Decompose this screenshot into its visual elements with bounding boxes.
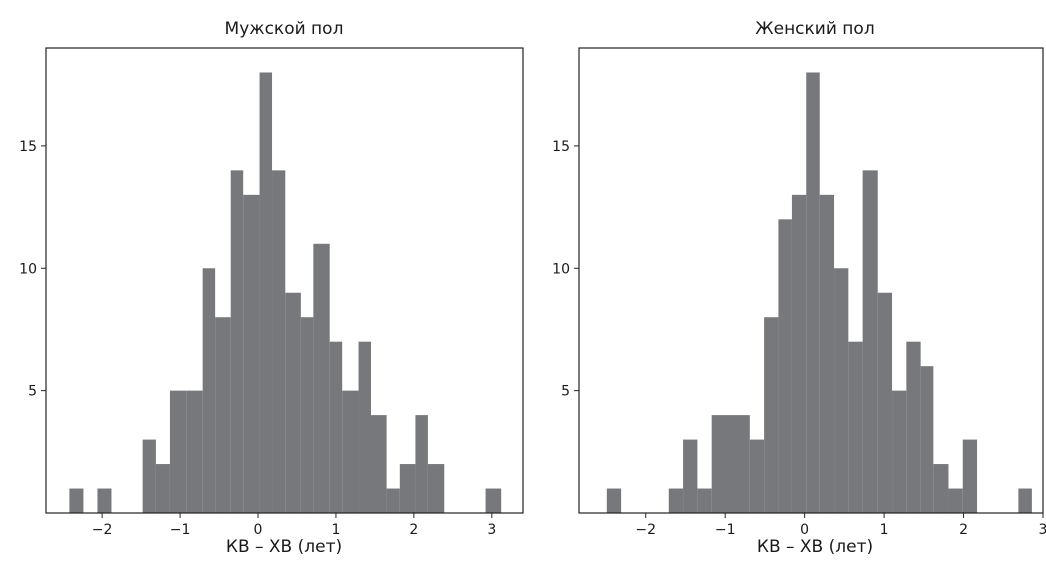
- histogram-bar: [230, 170, 244, 513]
- x-tick-label: −1: [170, 522, 191, 538]
- x-axis-label: КВ – ХВ (лет): [226, 537, 342, 557]
- y-tick-label: 10: [552, 261, 570, 277]
- histogram-bar: [697, 488, 712, 513]
- y-tick-label: 10: [19, 261, 37, 277]
- histogram-bar: [427, 464, 445, 513]
- histogram-bar: [155, 464, 170, 513]
- histogram-bar: [834, 268, 849, 513]
- histogram-bar: [358, 341, 372, 513]
- panel-male: Мужской пол КВ – ХВ (лет) −2 −1 0 1 2 3 5 10 15: [19, 19, 524, 557]
- histogram-bar: [202, 268, 216, 513]
- histogram-bar: [683, 439, 698, 513]
- chart-title: Мужской пол: [225, 19, 344, 39]
- histogram-bar: [962, 439, 978, 513]
- x-tick-label: 3: [1039, 522, 1046, 538]
- histogram-bar: [313, 243, 330, 514]
- histogram-bar: [711, 415, 750, 513]
- x-tick-label: −1: [715, 522, 736, 538]
- histogram-bar: [806, 72, 820, 513]
- histogram-bar: [668, 488, 684, 513]
- x-tick-label: 0: [800, 522, 809, 538]
- plot-frame: [45, 47, 524, 514]
- histogram-bar: [371, 415, 387, 513]
- y-tick-label: 15: [19, 139, 37, 155]
- histogram-bar: [906, 341, 921, 513]
- histogram-bar: [819, 194, 835, 513]
- x-tick-label: 2: [409, 522, 418, 538]
- histogram-bar: [920, 366, 934, 513]
- x-tick-label: −2: [92, 522, 113, 538]
- histogram-bar: [892, 390, 907, 513]
- x-axis-label: КВ – ХВ (лет): [757, 537, 873, 557]
- histogram-bar: [415, 415, 428, 513]
- histogram-bar: [272, 170, 286, 513]
- histogram-bar: [1018, 488, 1032, 513]
- panel-female: Женский пол КВ – ХВ (лет) −2 −1 0 1 2 3 5 10 15: [552, 19, 1046, 557]
- histogram-bar: [329, 341, 343, 513]
- histogram-bar: [243, 194, 260, 513]
- histogram-bar: [386, 488, 400, 513]
- bars: [69, 72, 502, 514]
- histogram-bar: [285, 292, 301, 513]
- chart-title: Женский пол: [755, 19, 874, 39]
- histogram-bar: [606, 488, 622, 513]
- histogram-bar: [142, 439, 156, 513]
- y-tick-label: 5: [561, 384, 570, 400]
- histogram-bar: [848, 341, 863, 513]
- histogram-bar: [764, 317, 779, 513]
- x-tick-label: −2: [635, 522, 656, 538]
- histogram-bar: [933, 464, 949, 513]
- histogram-bar: [485, 488, 502, 513]
- x-tick-label: 1: [880, 522, 889, 538]
- histogram-bar: [862, 170, 878, 513]
- histogram-bar: [948, 488, 963, 513]
- x-tick-label: 3: [487, 522, 496, 538]
- x-tick-label: 2: [959, 522, 968, 538]
- bars: [606, 72, 1032, 513]
- histogram-bar: [300, 317, 314, 513]
- histogram-bar: [399, 464, 416, 513]
- y-tick-label: 5: [28, 384, 37, 400]
- x-tick-label: 0: [254, 522, 263, 538]
- histogram-bar: [791, 194, 807, 513]
- histogram-bar: [877, 292, 893, 513]
- plot-frame: [578, 47, 1044, 514]
- x-tick-label: 1: [331, 522, 340, 538]
- histogram-bar: [778, 219, 792, 513]
- histogram-bar: [749, 439, 765, 513]
- histogram-bar: [215, 317, 231, 513]
- histogram-bar: [169, 390, 187, 513]
- histogram-bar: [97, 488, 112, 513]
- histogram-bar: [186, 390, 203, 513]
- y-tick-label: 15: [552, 139, 570, 155]
- histogram-bar: [259, 72, 273, 513]
- histogram-bar: [342, 390, 359, 513]
- histogram-bar: [69, 488, 84, 513]
